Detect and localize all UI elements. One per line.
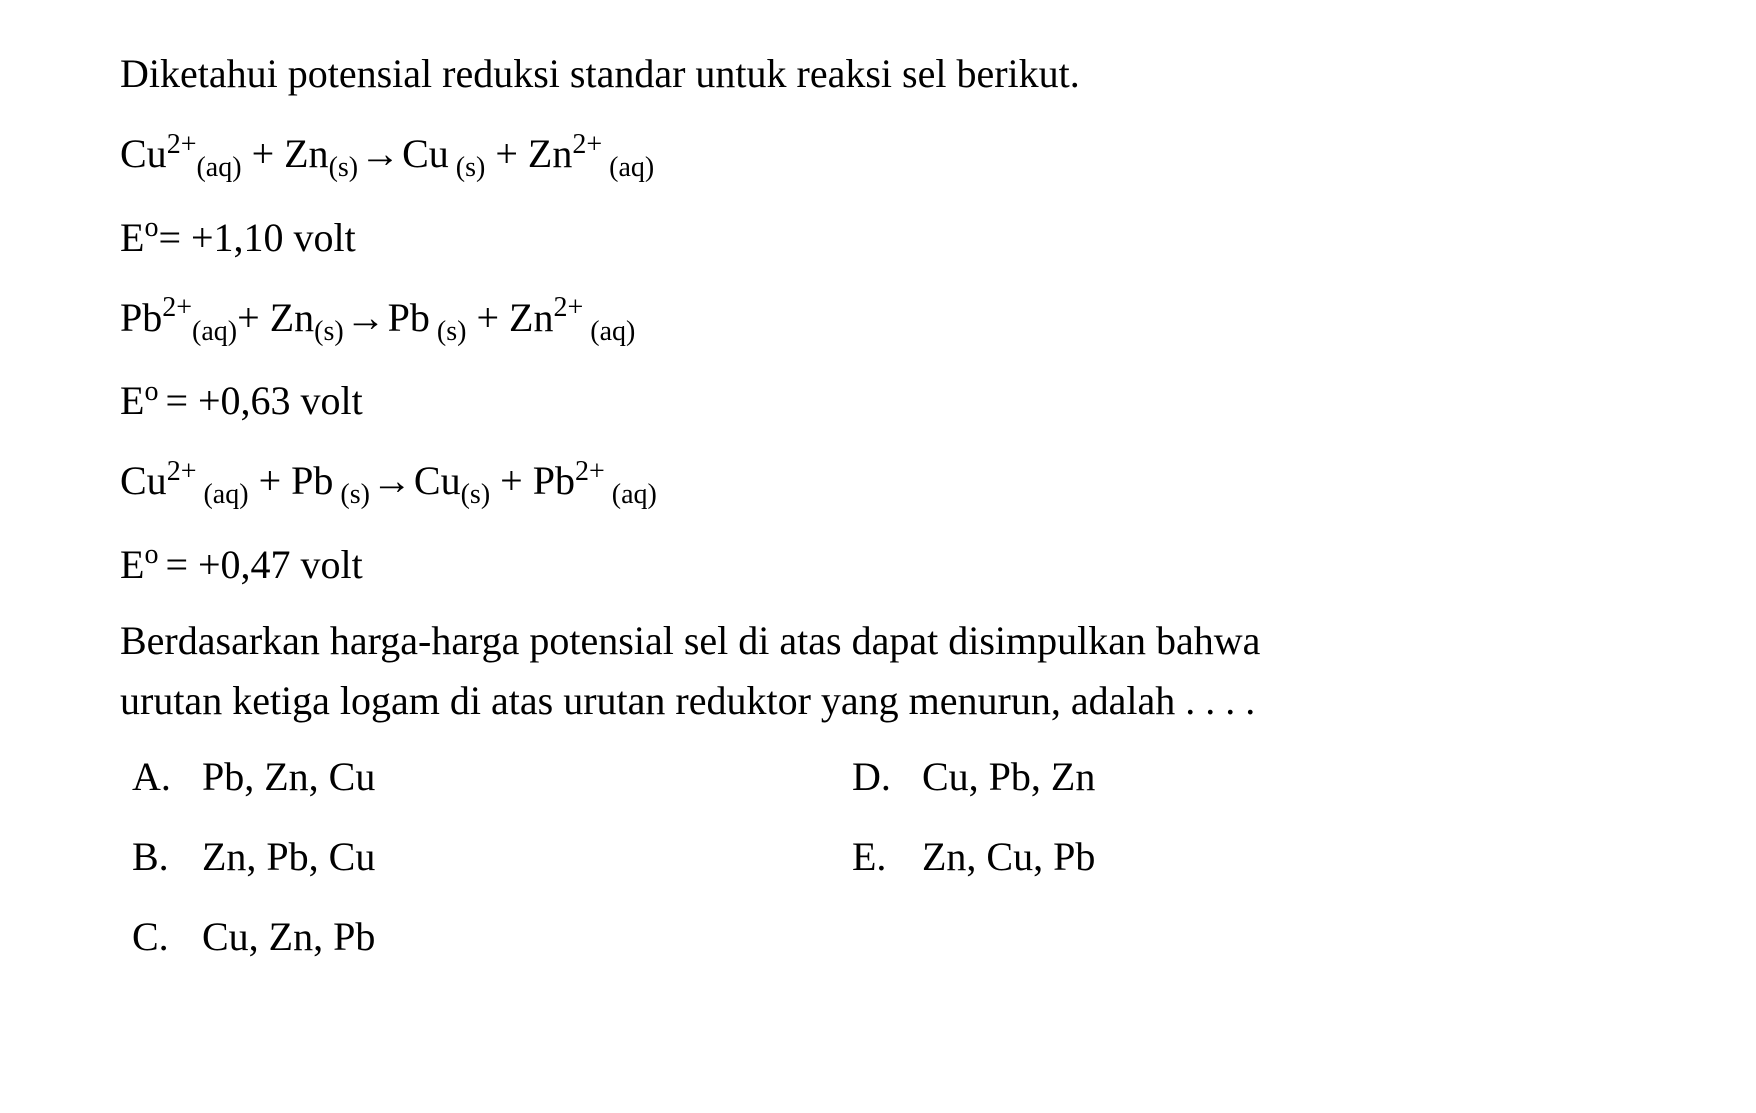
eq3-cu-sup: 2+ (167, 456, 197, 487)
eq3-plus1: + (249, 458, 292, 503)
equation-2: Pb2+(aq)+ Zn(s) → Pb (s) + Zn2+ (aq) (120, 284, 1636, 356)
conclusion-text: Berdasarkan harga-harga potensial sel di… (120, 611, 1636, 731)
eq2-pb-sup: 2+ (162, 292, 192, 323)
conclusion-line1: Berdasarkan harga-harga potensial sel di… (120, 618, 1260, 663)
eq3-cu-sub: (aq) (196, 479, 248, 510)
eq1-cu: Cu (120, 131, 167, 176)
eq1-zn2: Zn (528, 131, 572, 176)
e2-eq: = +0,63 volt (165, 378, 362, 423)
option-e-letter: E. (852, 823, 922, 891)
eq2-pb2-sub: (s) (430, 316, 467, 347)
eq2-zn-sub: (s) (314, 316, 344, 347)
e1-sup: o (144, 212, 158, 243)
eq1-plus1: + (242, 131, 285, 176)
eq1-cu-sup: 2+ (167, 129, 197, 160)
option-b: B.Zn, Pb, Cu (120, 823, 840, 891)
conclusion-line2: urutan ketiga logam di atas urutan reduk… (120, 678, 1255, 723)
eq2-pb: Pb (120, 295, 162, 340)
option-b-text: Zn, Pb, Cu (202, 834, 375, 879)
eq2-zn2-sup: 2+ (553, 292, 583, 323)
intro-text: Diketahui potensial reduksi standar untu… (120, 40, 1636, 108)
option-c-letter: C. (132, 903, 202, 971)
potential-1: Eo= +1,10 volt (120, 204, 1636, 272)
eq1-cu2-sub: (s) (449, 152, 486, 183)
eq1-zn-sub: (s) (329, 152, 359, 183)
option-d: D.Cu, Pb, Zn (840, 743, 1095, 811)
option-e: E.Zn, Cu, Pb (840, 823, 1095, 891)
option-b-letter: B. (132, 823, 202, 891)
option-c-text: Cu, Zn, Pb (202, 914, 375, 959)
arrow-icon: → (346, 284, 386, 352)
options-left-column: A.Pb, Zn, Cu B.Zn, Pb, Cu C.Cu, Zn, Pb (120, 743, 840, 983)
e3-eq: = +0,47 volt (165, 542, 362, 587)
eq3-cu2: Cu (414, 458, 461, 503)
e1-eq: = +1,10 volt (158, 215, 355, 260)
eq1-plus2: + (485, 131, 528, 176)
equation-3: Cu2+ (aq) + Pb (s) → Cu(s) + Pb2+ (aq) (120, 447, 1636, 519)
option-c: C.Cu, Zn, Pb (120, 903, 840, 971)
eq1-cu-sub: (aq) (196, 152, 241, 183)
e2-sup: o (144, 376, 165, 407)
options-right-column: D.Cu, Pb, Zn E.Zn, Cu, Pb (840, 743, 1095, 983)
option-a-letter: A. (132, 743, 202, 811)
e1-label: E (120, 215, 144, 260)
eq3-plus2: + (490, 458, 533, 503)
eq2-plus2: + (466, 295, 509, 340)
option-a-text: Pb, Zn, Cu (202, 754, 375, 799)
e2-label: E (120, 378, 144, 423)
eq1-zn: Zn (284, 131, 328, 176)
eq3-cu: Cu (120, 458, 167, 503)
eq2-zn: Zn (270, 295, 314, 340)
eq3-pb-sub: (s) (333, 479, 370, 510)
eq3-pb2-sub: (aq) (605, 479, 657, 510)
option-d-letter: D. (852, 743, 922, 811)
arrow-icon: → (360, 120, 400, 188)
equation-1: Cu2+(aq) + Zn(s) → Cu (s) + Zn2+ (aq) (120, 120, 1636, 192)
eq1-cu2: Cu (402, 131, 449, 176)
option-e-text: Zn, Cu, Pb (922, 834, 1095, 879)
e3-sup: o (144, 539, 165, 570)
options-container: A.Pb, Zn, Cu B.Zn, Pb, Cu C.Cu, Zn, Pb D… (120, 743, 1636, 983)
eq2-zn2-sub: (aq) (583, 316, 635, 347)
eq3-cu2-sub: (s) (461, 479, 491, 510)
eq1-zn2-sup: 2+ (572, 129, 602, 160)
option-d-text: Cu, Pb, Zn (922, 754, 1095, 799)
e3-label: E (120, 542, 144, 587)
eq2-pb2: Pb (388, 295, 430, 340)
eq2-plus1: + (237, 295, 270, 340)
eq3-pb2-sup: 2+ (575, 456, 605, 487)
eq2-pb-sub: (aq) (192, 316, 237, 347)
arrow-icon: → (372, 447, 412, 515)
option-a: A.Pb, Zn, Cu (120, 743, 840, 811)
potential-3: Eo = +0,47 volt (120, 531, 1636, 599)
eq3-pb2: Pb (533, 458, 575, 503)
eq3-pb: Pb (291, 458, 333, 503)
eq2-zn2: Zn (509, 295, 553, 340)
potential-2: Eo = +0,63 volt (120, 367, 1636, 435)
eq1-zn2-sub: (aq) (602, 152, 654, 183)
question-content: Diketahui potensial reduksi standar untu… (120, 40, 1636, 983)
